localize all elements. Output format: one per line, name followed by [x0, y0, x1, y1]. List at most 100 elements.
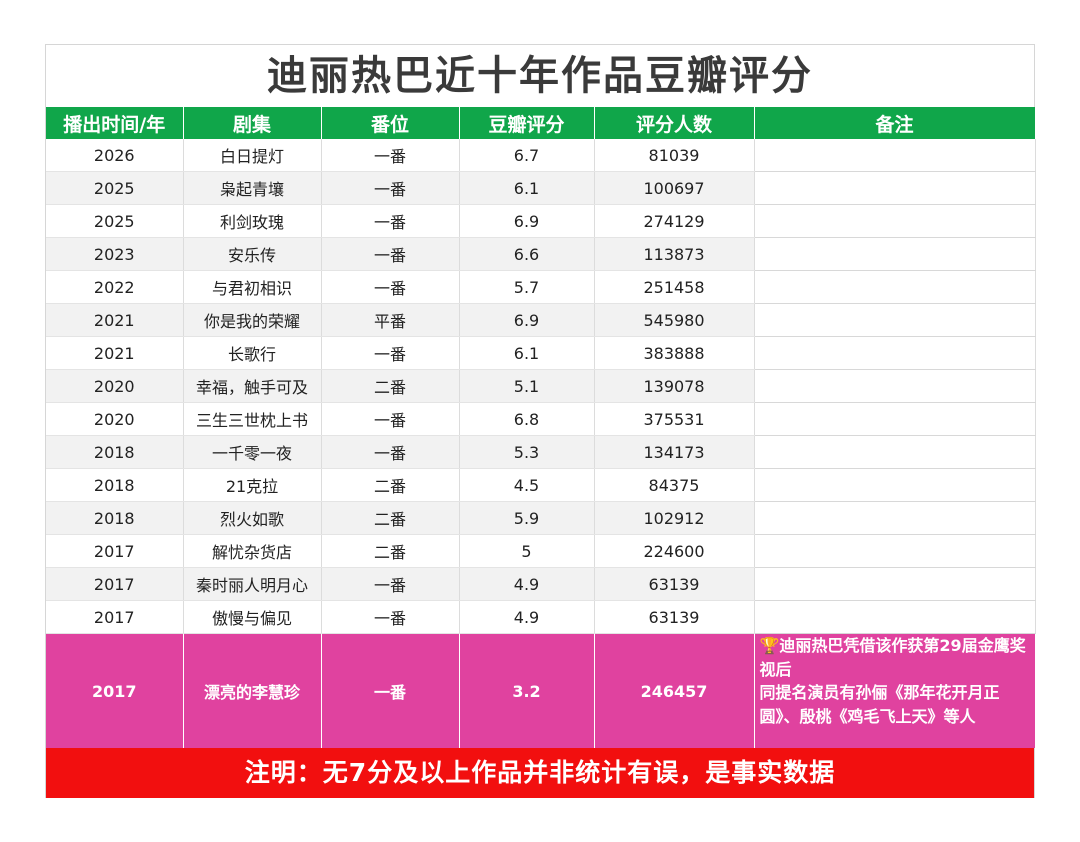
ratings-sheet: 迪丽热巴近十年作品豆瓣评分 播出时间/年 剧集 番位 豆瓣评分 评分人数 备注 …: [45, 44, 1036, 798]
cell-note: [754, 402, 1036, 436]
cell-year: 2018: [46, 501, 184, 535]
cell-score: 6.7: [459, 139, 595, 172]
cell-note: [754, 303, 1036, 337]
cell-billing: 一番: [321, 435, 460, 469]
cell-votes: 224600: [594, 534, 755, 568]
header-score: 豆瓣评分: [459, 107, 595, 139]
table-row: 2022 与君初相识 一番 5.7 251458: [46, 270, 1036, 304]
cell-year: 2025: [46, 204, 184, 238]
cell-billing: 一番: [321, 204, 460, 238]
cell-votes: 251458: [594, 270, 755, 304]
cell-drama: 三生三世枕上书: [183, 402, 322, 436]
cell-drama: 你是我的荣耀: [183, 303, 322, 337]
cell-votes: 84375: [594, 468, 755, 502]
cell-votes: 139078: [594, 369, 755, 403]
cell-note: [754, 171, 1036, 205]
cell-drama: 与君初相识: [183, 270, 322, 304]
cell-year: 2021: [46, 336, 184, 370]
header-note: 备注: [754, 107, 1036, 139]
cell-drama: 烈火如歌: [183, 501, 322, 535]
footer-note: 注明：无7分及以上作品并非统计有误，是事实数据: [46, 748, 1034, 798]
table-row: 2023 安乐传 一番 6.6 113873: [46, 237, 1036, 271]
cell-votes: 113873: [594, 237, 755, 271]
table-row: 2026 白日提灯 一番 6.7 81039: [46, 139, 1036, 172]
cell-note: [754, 534, 1036, 568]
cell-score: 5.1: [459, 369, 595, 403]
cell-drama: 利剑玫瑰: [183, 204, 322, 238]
cell-score: 5: [459, 534, 595, 568]
table-row: 2021 你是我的荣耀 平番 6.9 545980: [46, 303, 1036, 337]
table-row: 2017 秦时丽人明月心 一番 4.9 63139: [46, 567, 1036, 601]
cell-billing: 一番: [321, 139, 460, 172]
cell-billing: 一番: [321, 270, 460, 304]
cell-votes: 81039: [594, 139, 755, 172]
cell-drama: 21克拉: [183, 468, 322, 502]
table-row: 2025 枭起青壤 一番 6.1 100697: [46, 171, 1036, 205]
cell-note: [754, 435, 1036, 469]
cell-billing: 一番: [321, 336, 460, 370]
cell-year: 2023: [46, 237, 184, 271]
header-row: 播出时间/年 剧集 番位 豆瓣评分 评分人数 备注: [46, 107, 1036, 139]
cell-note: [754, 237, 1036, 271]
cell-note: [754, 270, 1036, 304]
cell-votes: 375531: [594, 402, 755, 436]
header-drama: 剧集: [183, 107, 322, 139]
cell-score: 6.1: [459, 171, 595, 205]
cell-score: 5.7: [459, 270, 595, 304]
cell-billing: 二番: [321, 534, 460, 568]
cell-score: 6.6: [459, 237, 595, 271]
cell-score: 6.8: [459, 402, 595, 436]
cell-year: 2017: [46, 633, 184, 748]
cell-billing: 一番: [321, 237, 460, 271]
cell-drama: 解忧杂货店: [183, 534, 322, 568]
cell-drama: 白日提灯: [183, 139, 322, 172]
cell-billing: 一番: [321, 402, 460, 436]
cell-score: 6.9: [459, 303, 595, 337]
header-year: 播出时间/年: [46, 107, 184, 139]
cell-year: 2025: [46, 171, 184, 205]
header-votes: 评分人数: [594, 107, 755, 139]
cell-billing: 一番: [321, 600, 460, 634]
cell-note: [754, 600, 1036, 634]
cell-score: 6.9: [459, 204, 595, 238]
cell-votes: 102912: [594, 501, 755, 535]
cell-year: 2017: [46, 534, 184, 568]
cell-votes: 383888: [594, 336, 755, 370]
cell-drama: 幸福，触手可及: [183, 369, 322, 403]
table-row: 2020 三生三世枕上书 一番 6.8 375531: [46, 402, 1036, 436]
cell-votes: 545980: [594, 303, 755, 337]
cell-year: 2018: [46, 435, 184, 469]
cell-note: [754, 204, 1036, 238]
cell-billing: 一番: [321, 633, 460, 748]
cell-note: [754, 468, 1036, 502]
cell-score: 4.9: [459, 600, 595, 634]
ratings-table: 播出时间/年 剧集 番位 豆瓣评分 评分人数 备注 2026 白日提灯 一番 6.7 8…: [46, 107, 1036, 748]
trophy-icon: 🏆: [759, 636, 780, 655]
cell-year: 2021: [46, 303, 184, 337]
cell-drama: 枭起青壤: [183, 171, 322, 205]
cell-drama: 长歌行: [183, 336, 322, 370]
cell-note: 🏆迪丽热巴凭借该作获第29届金鹰奖视后 同提名演员有孙俪《那年花开月正圆》、殷桃《…: [754, 633, 1036, 748]
table-row: 2018 一千零一夜 一番 5.3 134173: [46, 435, 1036, 469]
table-row: 2018 烈火如歌 二番 5.9 102912: [46, 501, 1036, 535]
cell-billing: 一番: [321, 567, 460, 601]
cell-score: 4.5: [459, 468, 595, 502]
cell-note: [754, 501, 1036, 535]
header-billing: 番位: [321, 107, 460, 139]
cell-votes: 274129: [594, 204, 755, 238]
cell-year: 2020: [46, 402, 184, 436]
cell-drama: 秦时丽人明月心: [183, 567, 322, 601]
cell-billing: 二番: [321, 468, 460, 502]
cell-score: 4.9: [459, 567, 595, 601]
cell-note: [754, 336, 1036, 370]
cell-drama: 一千零一夜: [183, 435, 322, 469]
cell-score: 3.2: [459, 633, 595, 748]
table-row: 2020 幸福，触手可及 二番 5.1 139078: [46, 369, 1036, 403]
cell-billing: 二番: [321, 501, 460, 535]
cell-drama: 安乐传: [183, 237, 322, 271]
cell-score: 5.9: [459, 501, 595, 535]
highlight-row: 2017 漂亮的李慧珍 一番 3.2 246457 🏆迪丽热巴凭借该作获第29届…: [46, 633, 1036, 748]
cell-note: [754, 139, 1036, 172]
note-award-text: 迪丽热巴凭借该作获第29届金鹰奖视后: [759, 636, 1026, 679]
cell-billing: 平番: [321, 303, 460, 337]
